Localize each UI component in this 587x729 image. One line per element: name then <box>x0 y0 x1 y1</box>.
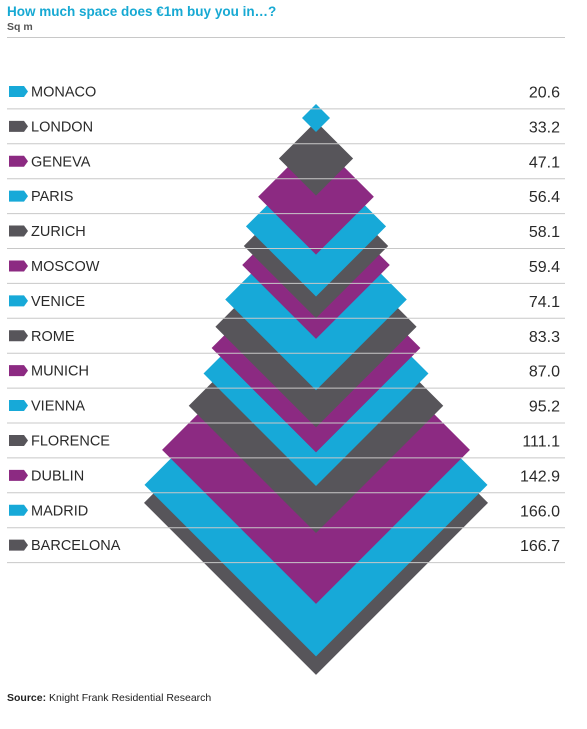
legend-marker <box>9 260 28 272</box>
city-label: MOSCOW <box>31 259 100 275</box>
city-label: FLORENCE <box>31 433 110 449</box>
city-label: GENEVA <box>31 154 91 170</box>
city-label: ZURICH <box>31 224 86 240</box>
legend-marker <box>9 365 28 377</box>
row-rules <box>7 108 565 564</box>
row-monaco: MONACO 20.6 <box>9 84 560 101</box>
city-label: ROME <box>31 329 75 345</box>
legend-marker <box>9 434 28 446</box>
city-label: VENICE <box>31 294 85 310</box>
legend-marker <box>9 504 28 516</box>
legend-marker <box>9 469 28 481</box>
row-london: LONDON 33.2 <box>9 119 560 136</box>
value-label: 20.6 <box>529 84 560 101</box>
diamond-monaco <box>302 104 330 132</box>
legend-marker <box>9 85 28 97</box>
value-label: 58.1 <box>529 224 560 241</box>
legend-marker <box>9 330 28 342</box>
row-zurich: ZURICH 58.1 <box>9 224 560 241</box>
row-vienna: VIENNA 95.2 <box>9 399 560 416</box>
row-geneva: GENEVA 47.1 <box>9 154 560 171</box>
row-labels: MONACO 20.6 LONDON 33.2 GENEVA 47.1 PARIS 56.4 Z… <box>9 84 560 555</box>
value-label: 74.1 <box>529 294 560 311</box>
legend-marker <box>9 120 28 132</box>
row-madrid: MADRID 166.0 <box>9 503 560 520</box>
city-label: LONDON <box>31 119 93 135</box>
value-label: 59.4 <box>529 259 560 276</box>
chart-title: How much space does €1m buy you in…? <box>7 4 277 19</box>
value-label: 33.2 <box>529 119 560 136</box>
value-label: 166.0 <box>520 503 560 520</box>
top-rule <box>7 37 565 38</box>
value-label: 142.9 <box>520 468 560 485</box>
row-florence: FLORENCE 111.1 <box>9 433 560 450</box>
source-note: Source: Knight Frank Residential Researc… <box>7 692 211 704</box>
value-label: 47.1 <box>529 154 560 171</box>
city-label: PARIS <box>31 189 73 205</box>
value-label: 111.1 <box>522 433 560 450</box>
value-label: 166.7 <box>520 538 560 555</box>
city-label: DUBLIN <box>31 468 84 484</box>
city-label: MONACO <box>31 84 96 100</box>
row-dublin: DUBLIN 142.9 <box>9 468 560 485</box>
value-label: 87.0 <box>529 364 560 381</box>
value-label: 83.3 <box>529 329 560 346</box>
legend-marker <box>9 190 28 202</box>
row-paris: PARIS 56.4 <box>9 189 560 206</box>
city-label: BARCELONA <box>31 538 121 554</box>
city-label: MUNICH <box>31 364 89 380</box>
diamond-london <box>278 121 354 196</box>
diamond-geneva <box>258 138 374 255</box>
legend-marker <box>9 400 28 412</box>
source-label: Source: <box>7 692 47 704</box>
value-label: 95.2 <box>529 399 560 416</box>
row-munich: MUNICH 87.0 <box>9 364 560 381</box>
value-label: 56.4 <box>529 189 560 206</box>
city-label: MADRID <box>31 503 88 519</box>
legend-marker <box>9 295 28 307</box>
source-text: Knight Frank Residential Research <box>49 692 212 704</box>
chart-subtitle: Sq m <box>7 21 33 33</box>
legend-marker <box>9 225 28 237</box>
legend-marker <box>9 539 28 551</box>
diamond-layer <box>144 104 488 675</box>
row-moscow: MOSCOW 59.4 <box>9 259 560 276</box>
city-label: VIENNA <box>31 399 85 415</box>
row-venice: VENICE 74.1 <box>9 294 560 311</box>
row-barcelona: BARCELONA 166.7 <box>9 538 560 555</box>
legend-marker <box>9 155 28 167</box>
row-rome: ROME 83.3 <box>9 329 560 346</box>
